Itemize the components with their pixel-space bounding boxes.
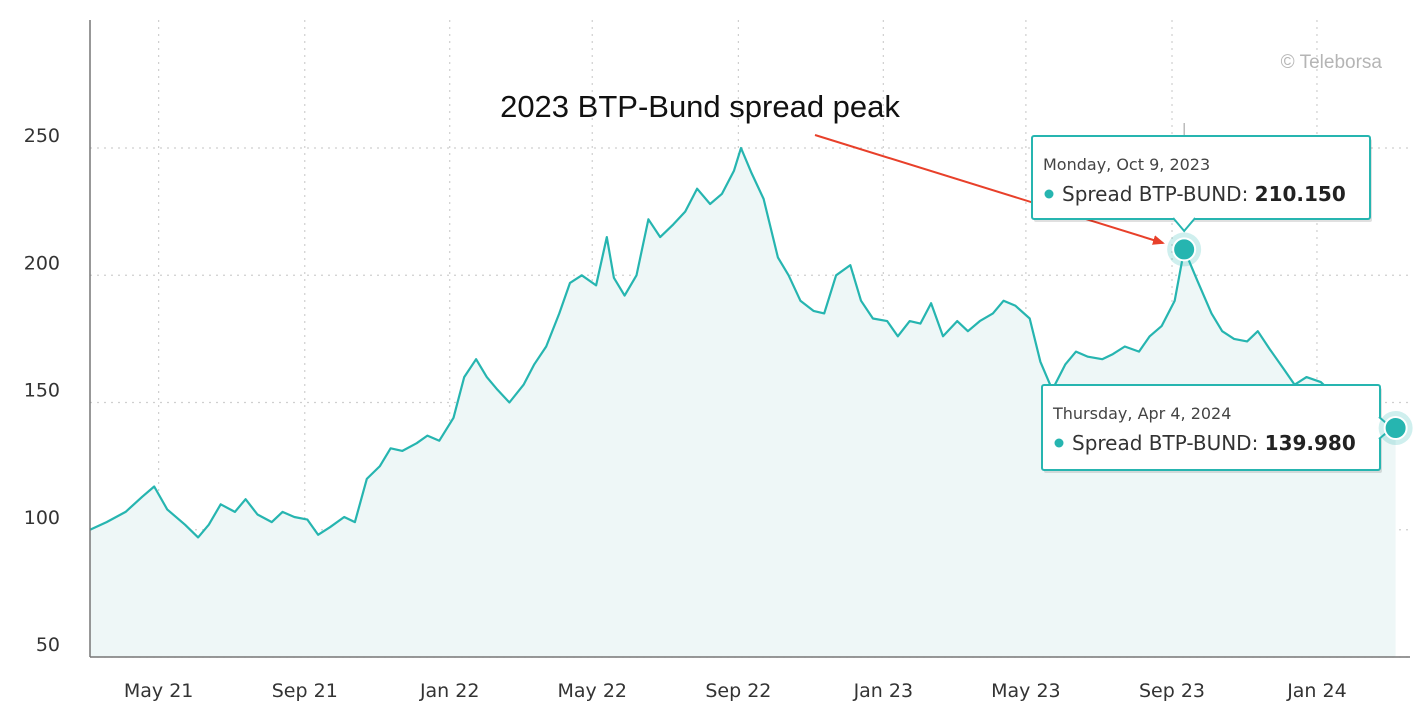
series-line [89,146,1397,539]
x-tick-label: May 22 [558,680,628,702]
x-tick-label: Jan 22 [419,680,480,702]
tooltip-value: 139.980 [1265,431,1356,455]
tooltip-series-label: Spread BTP-BUND: 139.980 [1072,431,1356,455]
axes [89,20,1410,658]
x-tick-label: May 21 [124,680,194,702]
tooltips: Monday, Oct 9, 2023 Spread BTP-BUND: 210.… [1031,123,1413,473]
point-marker[interactable] [1172,237,1197,262]
y-tick-label: 50 [36,634,60,656]
annotation-text: 2023 BTP-Bund spread peak [500,89,900,124]
tooltip-value: 210.150 [1255,182,1346,206]
x-tick-label: Sep 23 [1139,680,1205,702]
annotation-arrow [814,134,1165,245]
x-axis-ticks: May 21 Sep 21 Jan 22 May 22 Sep 22 Jan 23 May … [124,680,1347,702]
x-tick-label: Sep 22 [705,680,771,702]
tooltip-box [1031,135,1371,220]
credit-text: © Teleborsa [1281,52,1383,73]
y-axis-ticks: 50 100 150 200 250 [24,125,60,656]
y-tick-label: 100 [24,507,60,529]
series-area [90,148,1396,657]
point-marker[interactable] [1383,416,1408,441]
x-tick-label: Jan 24 [1286,680,1347,702]
y-tick-label: 200 [24,252,60,274]
tooltip-series-label: Spread BTP-BUND: 210.150 [1062,182,1346,206]
y-tick-label: 150 [24,380,60,402]
y-tick-label: 250 [24,125,60,147]
x-tick-label: May 23 [991,680,1061,702]
tooltip-date: Thursday, Apr 4, 2024 [1052,404,1231,423]
x-tick-label: Sep 21 [272,680,338,702]
tooltip-date: Monday, Oct 9, 2023 [1043,155,1210,174]
tooltip-tail [1172,217,1196,233]
tooltip-series-marker [1054,438,1064,448]
tooltip-series-marker [1044,189,1054,199]
x-tick-label: Jan 23 [853,680,914,702]
tooltip-box [1041,384,1381,471]
